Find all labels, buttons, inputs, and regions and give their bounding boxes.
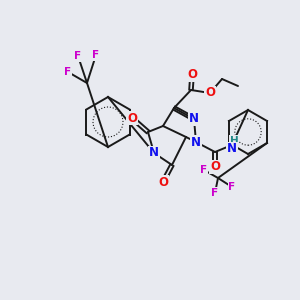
- Text: N: N: [189, 112, 199, 125]
- Text: F: F: [92, 50, 100, 60]
- Text: N: N: [191, 136, 201, 148]
- Text: N: N: [227, 142, 237, 155]
- Text: F: F: [212, 188, 219, 198]
- Text: O: O: [205, 86, 215, 100]
- Text: F: F: [200, 165, 208, 175]
- Text: N: N: [149, 146, 159, 160]
- Text: F: F: [74, 51, 82, 61]
- Text: O: O: [187, 68, 197, 82]
- Text: O: O: [127, 112, 137, 124]
- Text: O: O: [158, 176, 168, 188]
- Text: F: F: [228, 182, 236, 192]
- Text: H: H: [230, 136, 238, 146]
- Text: F: F: [64, 67, 72, 77]
- Text: O: O: [210, 160, 220, 173]
